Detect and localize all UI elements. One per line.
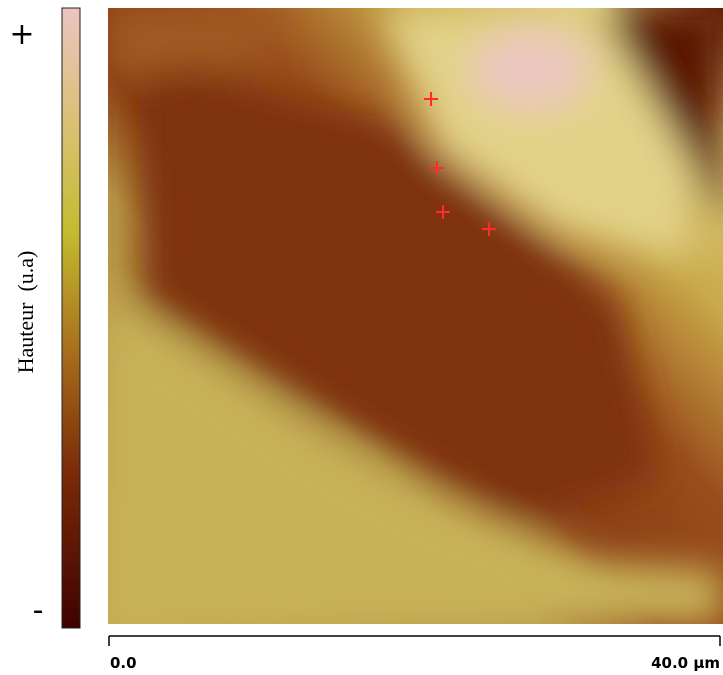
colorbar-label: Hauteur (u.a) <box>13 251 38 374</box>
scale-start: 0.0 <box>110 654 137 672</box>
afm-image <box>108 8 723 624</box>
markers <box>424 92 496 236</box>
colorbar-min: - <box>33 593 44 628</box>
colorbar-max: + <box>9 17 34 52</box>
scale-end: 40.0 µm <box>651 654 720 672</box>
scale-bar <box>108 635 721 646</box>
colorbar <box>61 7 81 629</box>
